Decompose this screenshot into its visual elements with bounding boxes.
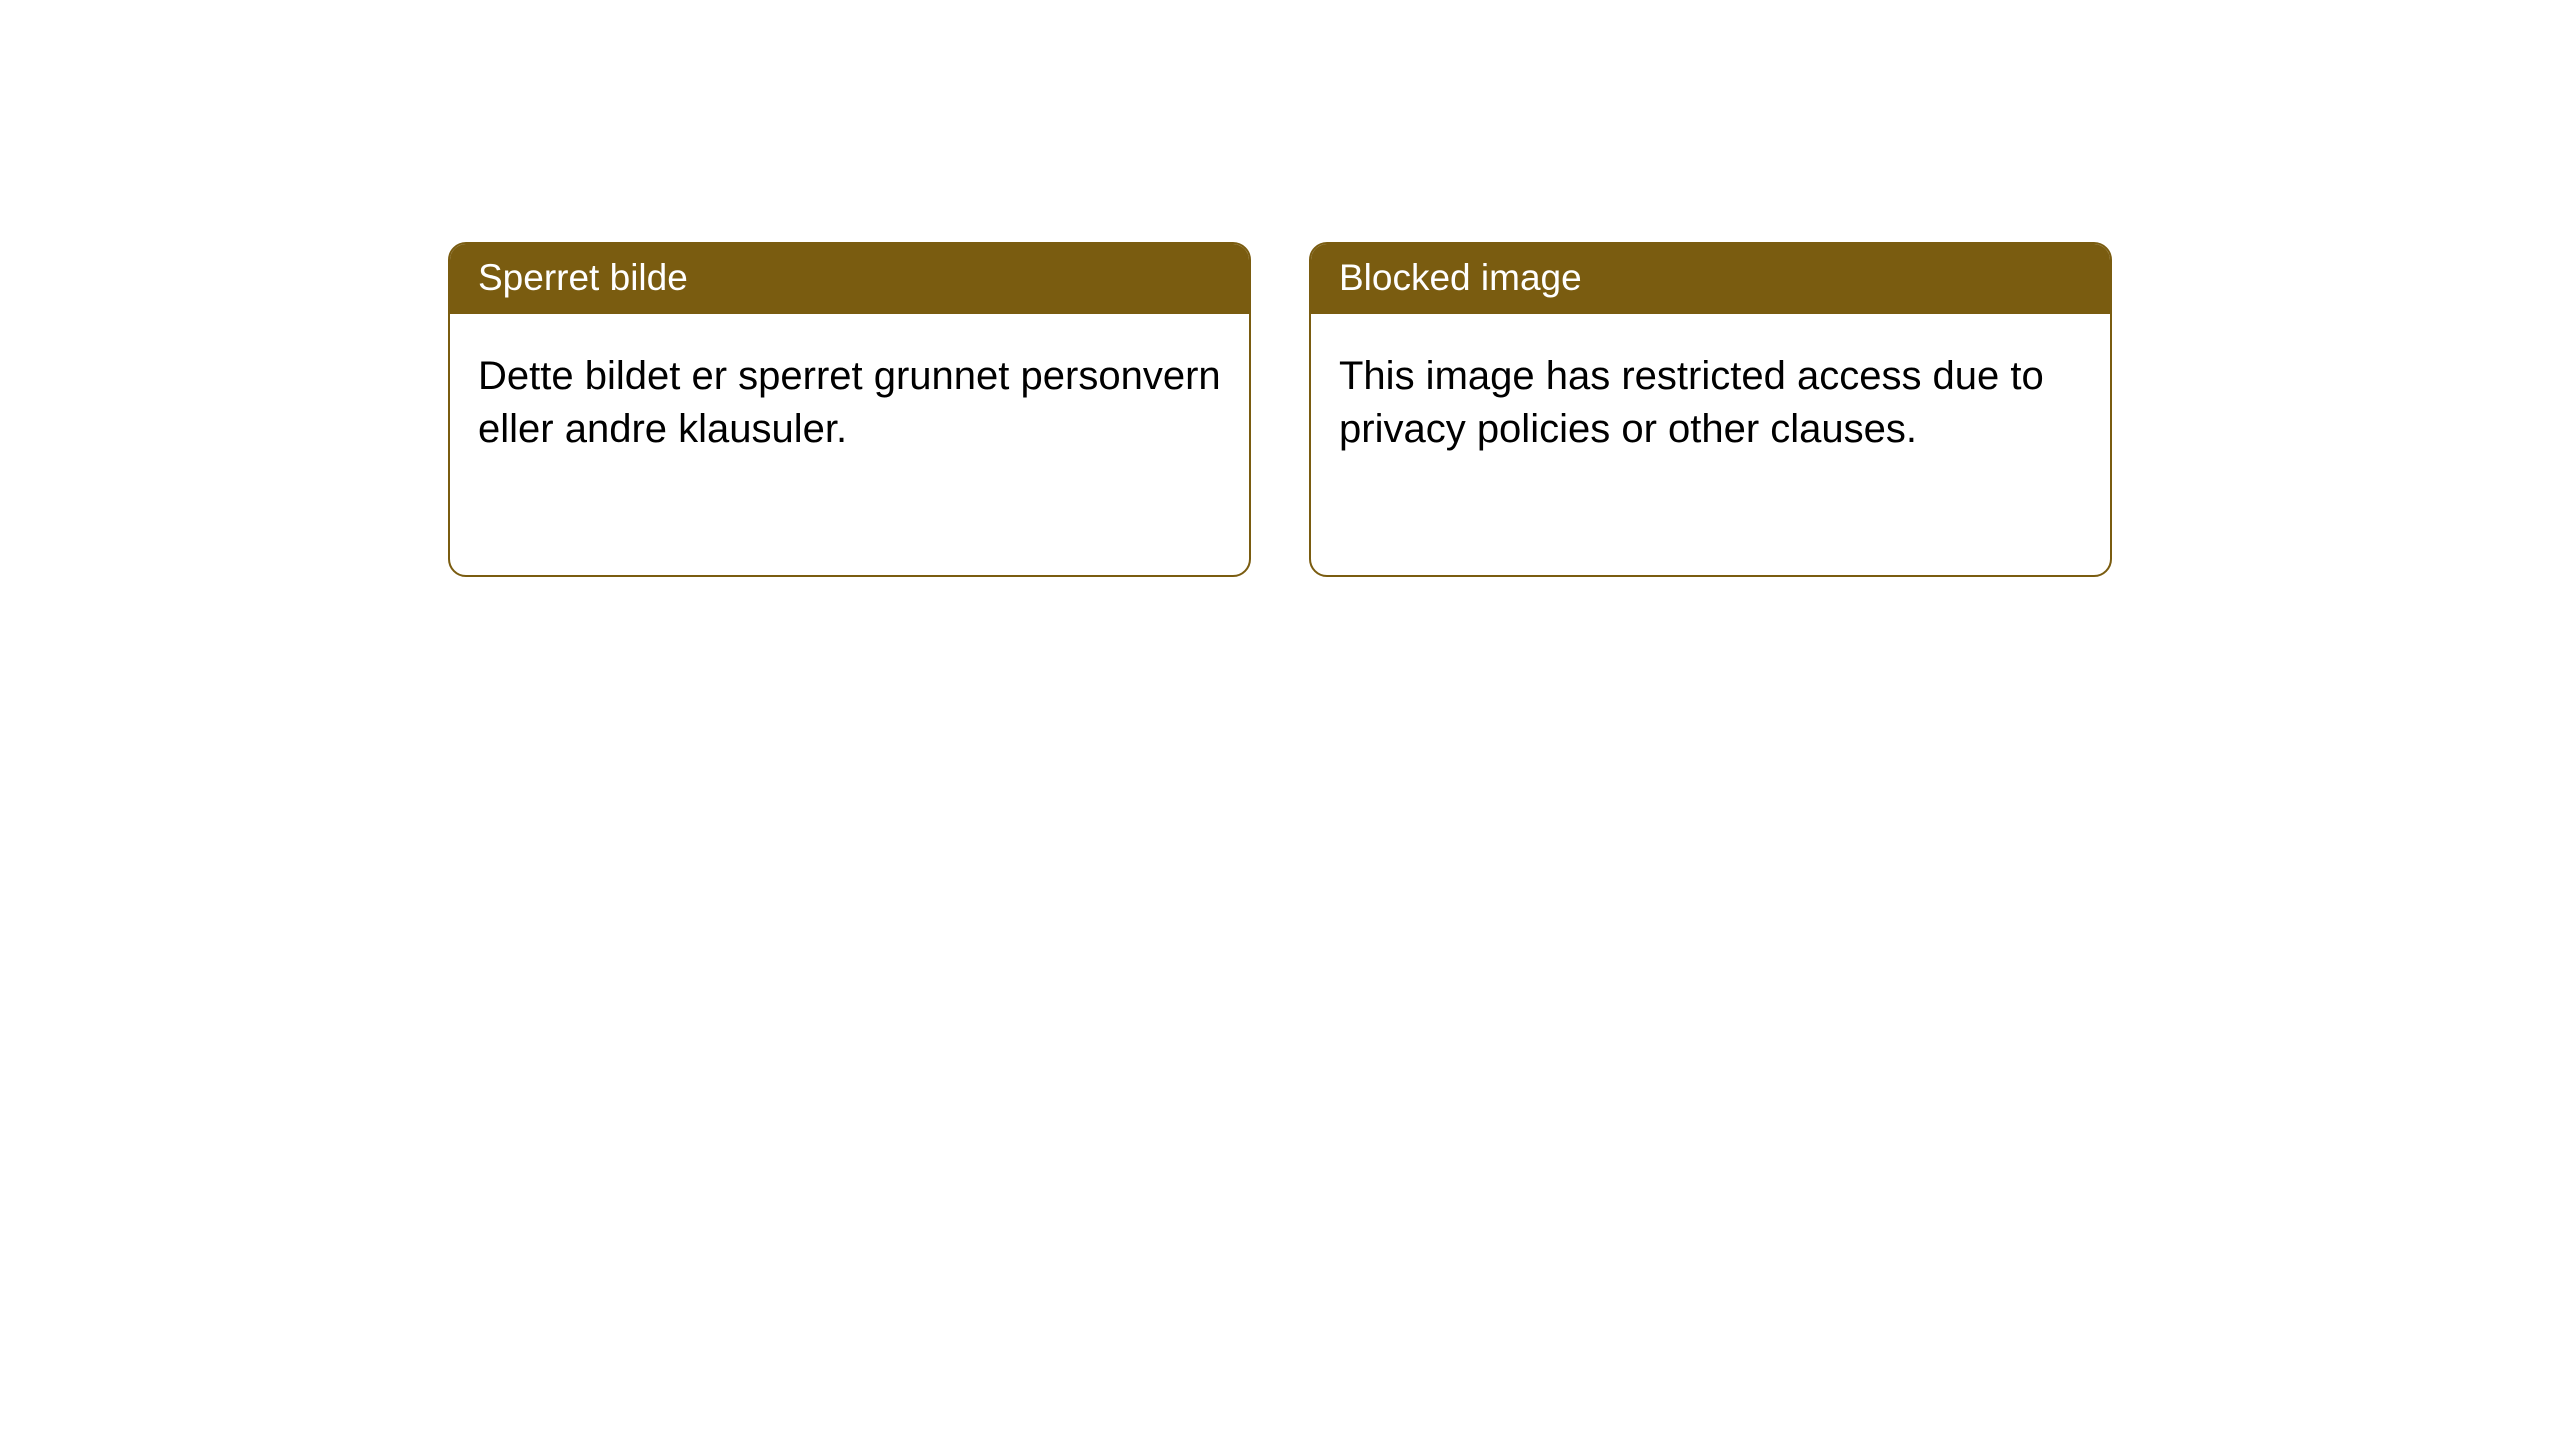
notice-card-body: This image has restricted access due to … xyxy=(1311,314,2110,484)
notice-card-title: Sperret bilde xyxy=(450,244,1249,314)
notice-card-title: Blocked image xyxy=(1311,244,2110,314)
notice-card-norwegian: Sperret bilde Dette bildet er sperret gr… xyxy=(448,242,1251,577)
notice-card-english: Blocked image This image has restricted … xyxy=(1309,242,2112,577)
notice-cards-container: Sperret bilde Dette bildet er sperret gr… xyxy=(448,242,2112,577)
notice-card-body: Dette bildet er sperret grunnet personve… xyxy=(450,314,1249,484)
